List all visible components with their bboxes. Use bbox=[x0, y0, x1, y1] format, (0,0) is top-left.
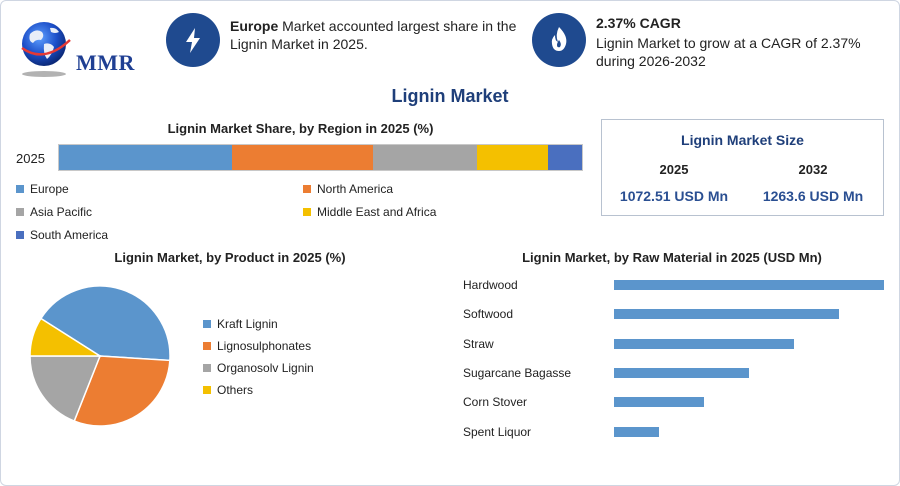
category-label-corn-stover: Corn Stover bbox=[463, 395, 528, 410]
legend-swatch bbox=[203, 320, 211, 328]
region-chart-title: Lignin Market Share, by Region in 2025 (… bbox=[167, 121, 434, 136]
category-label-spent-liquor: Spent Liquor bbox=[463, 424, 532, 439]
legend-item-lignosulphonates: Lignosulphonates bbox=[203, 339, 311, 353]
size-value-2032: 1263.6 USD Mn bbox=[762, 188, 864, 204]
legend-item-north-america: North America bbox=[303, 182, 393, 196]
legend-label: Lignosulphonates bbox=[217, 339, 312, 353]
market-size-2025: 2025 1072.51 USD Mn bbox=[604, 162, 744, 204]
legend-label: Middle East and Africa bbox=[317, 205, 437, 219]
product-chart-title: Lignin Market, by Product in 2025 (%) bbox=[114, 250, 346, 265]
legend-label: Asia Pacific bbox=[30, 205, 93, 219]
bar-sugarcane-bagasse bbox=[614, 367, 749, 378]
category-label-hardwood: Hardwood bbox=[463, 278, 518, 292]
pie-slice-kraft-lignin bbox=[39, 285, 171, 362]
lightning-icon bbox=[166, 13, 220, 67]
legend-item-middle-east-and-africa: Middle East and Africa bbox=[303, 205, 436, 219]
legend-swatch bbox=[16, 231, 24, 239]
legend-swatch bbox=[303, 208, 311, 216]
legend-label: South America bbox=[30, 228, 109, 242]
pie-slice-organosolv-lignin bbox=[29, 355, 102, 423]
legend-label: Others bbox=[217, 383, 254, 397]
region-share-text: Market accounted largest share in the Li… bbox=[230, 18, 517, 52]
pie-slice-lignosulphonates bbox=[73, 355, 171, 427]
legend-label: Organosolv Lignin bbox=[217, 361, 314, 375]
category-label-softwood: Softwood bbox=[463, 307, 514, 322]
size-year-2032: 2032 bbox=[798, 162, 828, 177]
bar-segment-south-america bbox=[547, 145, 582, 170]
mmr-logo: MMR bbox=[14, 14, 139, 78]
cagr-title: 2.37% CAGR bbox=[596, 15, 681, 31]
legend-swatch bbox=[203, 364, 211, 372]
legend-label: Kraft Lignin bbox=[217, 317, 278, 331]
size-value-2025: 1072.51 USD Mn bbox=[619, 188, 729, 204]
bar-segment-middle-east-and-africa bbox=[477, 145, 548, 170]
legend-swatch bbox=[203, 342, 211, 350]
region-share-note: Europe Market accounted largest share in… bbox=[230, 17, 520, 53]
legend-swatch bbox=[203, 386, 211, 394]
region-bar-year: 2025 bbox=[16, 151, 45, 166]
legend-item-europe: Europe bbox=[16, 182, 69, 196]
region-stacked-bar bbox=[58, 144, 583, 171]
bar-softwood bbox=[614, 309, 839, 320]
legend-label: North America bbox=[317, 182, 394, 196]
legend-item-south-america: South America bbox=[16, 228, 108, 242]
legend-item-organosolv-lignin: Organosolv Lignin bbox=[203, 361, 314, 375]
legend-label: Europe bbox=[30, 182, 69, 196]
size-year-2025: 2025 bbox=[659, 162, 689, 177]
legend-item-kraft-lignin: Kraft Lignin bbox=[203, 317, 278, 331]
pie-slice-others bbox=[29, 317, 103, 357]
bar-segment-north-america bbox=[231, 145, 373, 170]
bar-straw bbox=[614, 338, 794, 349]
cagr-text: Lignin Market to grow at a CAGR of 2.37%… bbox=[596, 35, 861, 69]
globe-icon bbox=[21, 22, 71, 77]
raw-material-chart-title: Lignin Market, by Raw Material in 2025 (… bbox=[522, 250, 822, 265]
bar-segment-asia-pacific bbox=[372, 145, 478, 170]
flame-icon bbox=[532, 13, 586, 67]
legend-swatch bbox=[16, 208, 24, 216]
leading-region: Europe bbox=[230, 18, 279, 34]
page-title: Lignin Market bbox=[391, 86, 509, 106]
bar-spent-liquor bbox=[614, 426, 659, 437]
logo-text: MMR bbox=[76, 50, 135, 75]
legend-item-asia-pacific: Asia Pacific bbox=[16, 205, 92, 219]
product-pie-chart bbox=[29, 285, 171, 427]
legend-item-others: Others bbox=[203, 383, 253, 397]
bar-segment-europe bbox=[59, 145, 232, 170]
legend-swatch bbox=[303, 185, 311, 193]
bar-corn-stover bbox=[614, 397, 704, 408]
category-label-straw: Straw bbox=[463, 336, 494, 351]
category-label-sugarcane-bagasse: Sugarcane Bagasse bbox=[463, 365, 572, 380]
bar-hardwood bbox=[614, 280, 884, 290]
market-size-box: Lignin Market Size 2025 1072.51 USD Mn 2… bbox=[601, 119, 884, 216]
market-size-title: Lignin Market Size bbox=[681, 132, 804, 148]
cagr-note: 2.37% CAGR Lignin Market to grow at a CA… bbox=[596, 14, 886, 70]
legend-swatch bbox=[16, 185, 24, 193]
market-size-2032: 2032 1263.6 USD Mn bbox=[743, 162, 883, 204]
